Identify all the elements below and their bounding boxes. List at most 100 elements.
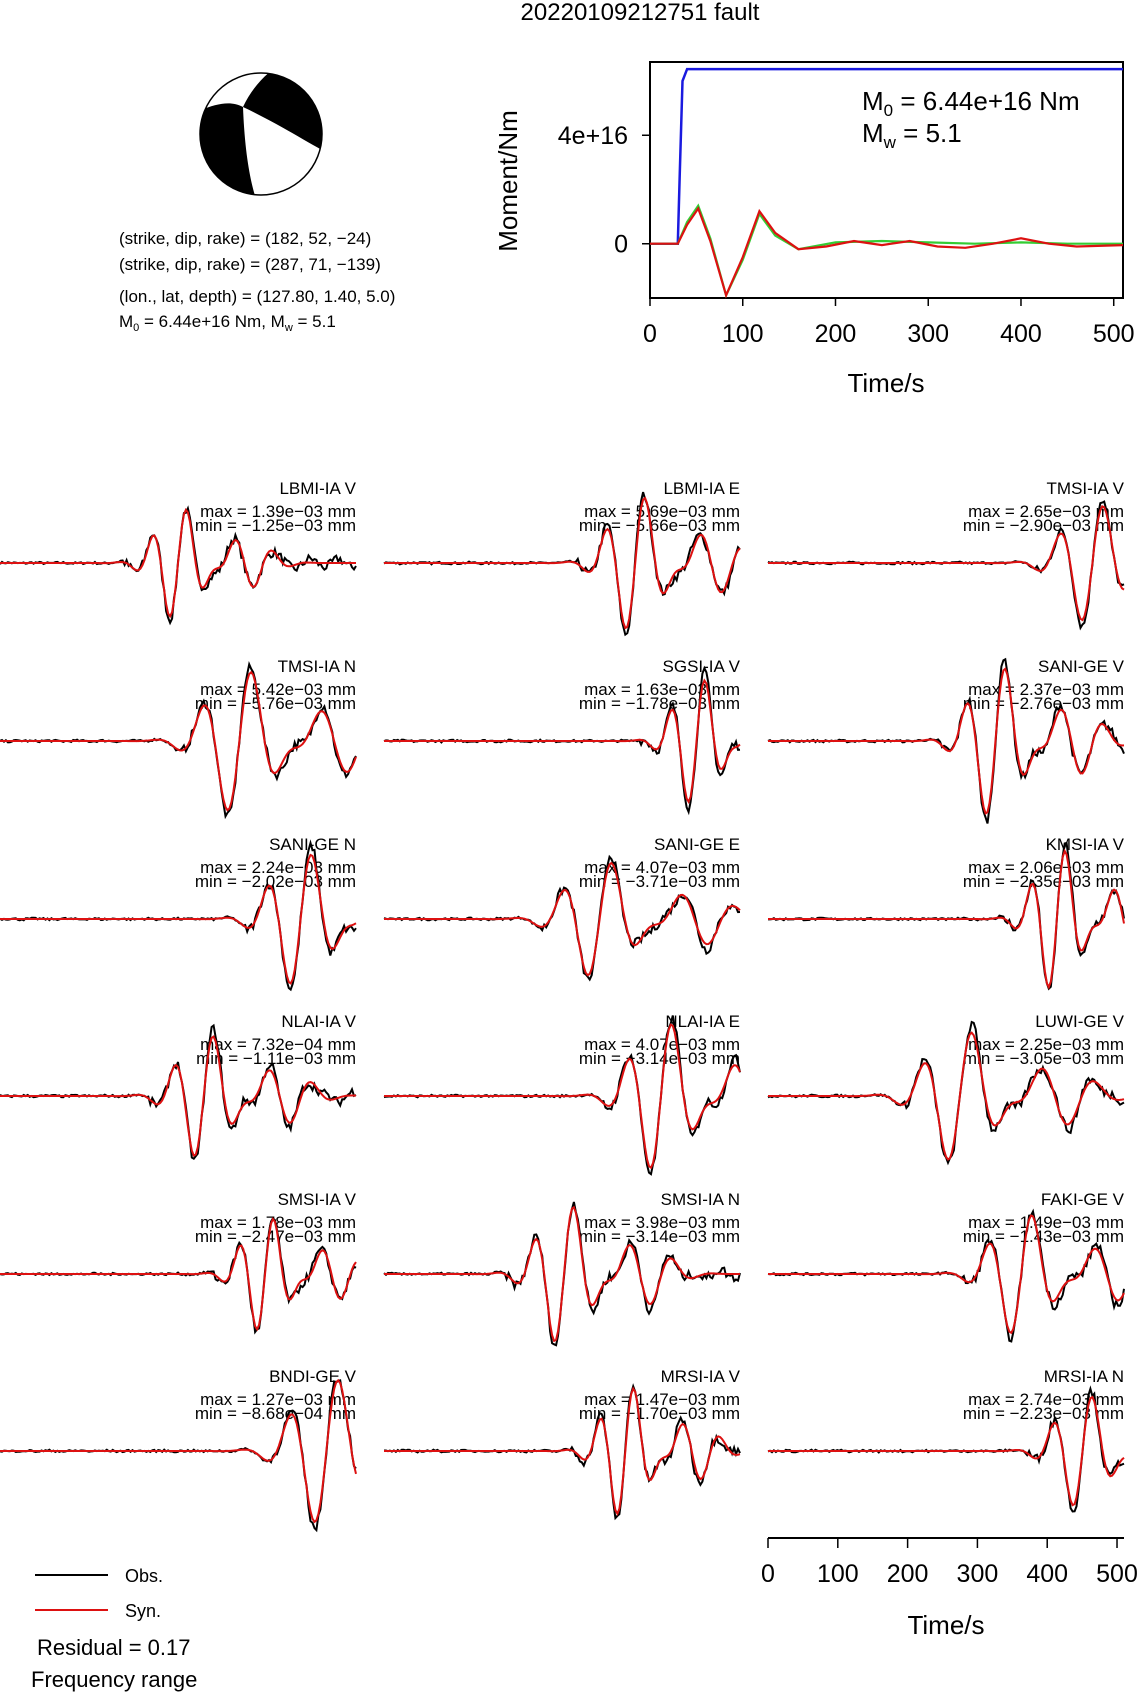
- station-min-amplitude: min = −2.35e−03 mm: [963, 872, 1124, 891]
- station-max-amplitude: max = 2.25e−03 mm: [968, 1035, 1124, 1054]
- synthetic-trace: [0, 1035, 357, 1158]
- synthetic-trace: [0, 670, 357, 812]
- legend-obs-label: Obs.: [125, 1566, 163, 1586]
- station-label: TMSI-IA V: [1047, 479, 1125, 498]
- stf-x-tick-label: 200: [815, 320, 857, 348]
- station-min-amplitude: min = −5.66e−03 mm: [579, 516, 740, 535]
- synthetic-trace: [768, 848, 1125, 990]
- station-max-amplitude: max = 4.07e−03 mm: [584, 858, 740, 877]
- station-max-amplitude: max = 1.27e−03 mm: [200, 1390, 356, 1409]
- location-text: (lon., lat, depth) = (127.80, 1.40, 5.0): [119, 287, 395, 306]
- station-min-amplitude: min = −1.70e−03 mm: [579, 1404, 740, 1423]
- stf-y-tick-label: 0: [614, 231, 628, 259]
- moment-magnitude-text: M0 = 6.44e+16 Nm, Mw = 5.1: [119, 312, 336, 334]
- waveform-x-tick-label: 500: [1096, 1560, 1138, 1588]
- nodal-plane-1-text: (strike, dip, rake) = (182, 52, −24): [119, 229, 371, 248]
- stf-moment-rate-green-line: [650, 203, 1123, 299]
- station-min-amplitude: min = −3.05e−03 mm: [963, 1049, 1124, 1068]
- station-max-amplitude: max = 2.74e−03 mm: [968, 1390, 1124, 1409]
- station-min-amplitude: min = −1.11e−03 mm: [196, 1049, 356, 1068]
- waveform-x-tick-label: 300: [957, 1560, 999, 1588]
- station-label: SANI-GE N: [269, 835, 356, 854]
- station-max-amplitude: max = 7.32e−04 mm: [200, 1035, 356, 1054]
- station-label: SMSI-IA V: [278, 1190, 357, 1209]
- stf-y-tick-label: 4e+16: [558, 122, 628, 150]
- synthetic-trace: [0, 1378, 357, 1524]
- synthetic-trace: [0, 853, 357, 985]
- station-label: NLAI-IA E: [665, 1012, 740, 1031]
- station-label: MRSI-IA N: [1044, 1367, 1124, 1386]
- station-min-amplitude: min = −1.25e−03 mm: [195, 516, 356, 535]
- station-min-amplitude: min = −3.14e−03 mm: [579, 1049, 740, 1068]
- synthetic-trace: [384, 1386, 741, 1517]
- station-label: BNDI-GE V: [269, 1367, 357, 1386]
- station-label: KMSI-IA V: [1046, 835, 1125, 854]
- synthetic-trace: [384, 1023, 741, 1170]
- station-label: SANI-GE V: [1038, 657, 1125, 676]
- station-max-amplitude: max = 5.42e−03 mm: [200, 680, 356, 699]
- station-label: SGSI-IA V: [663, 657, 741, 676]
- figure-title: 20220109212751 fault: [521, 0, 760, 26]
- station-min-amplitude: min = −2.47e−03 mm: [195, 1227, 356, 1246]
- stf-axes: 0 100 200 300 400 500 0 4e+16: [558, 122, 1135, 348]
- station-min-amplitude: min = −1.78e−03 mm: [579, 694, 740, 713]
- station-min-amplitude: min = −1.43e−03 mm: [963, 1227, 1124, 1246]
- station-max-amplitude: max = 1.39e−03 mm: [200, 502, 356, 521]
- stf-x-tick-label: 400: [1000, 320, 1042, 348]
- station-label: FAKI-GE V: [1041, 1190, 1125, 1209]
- waveform-time-axis: 0 100 200 300 400 500: [761, 1537, 1138, 1588]
- stf-x-tick-label: 300: [907, 320, 949, 348]
- station-label: SMSI-IA N: [661, 1190, 740, 1209]
- station-min-amplitude: min = −2.23e−03 mm: [963, 1404, 1124, 1423]
- synthetic-trace: [768, 1214, 1125, 1335]
- station-label: MRSI-IA V: [661, 1367, 741, 1386]
- station-max-amplitude: max = 1.49e−03 mm: [968, 1213, 1124, 1232]
- station-label: TMSI-IA N: [278, 657, 356, 676]
- stf-plot-frame: [649, 61, 1124, 299]
- waveform-x-tick-label: 400: [1026, 1560, 1068, 1588]
- waveform-x-axis-label: Time/s: [907, 1610, 984, 1640]
- station-min-amplitude: min = −8.68e−04 mm: [195, 1404, 356, 1423]
- station-label: SANI-GE E: [654, 835, 740, 854]
- stf-annotation-m0: M0 = 6.44e+16 Nm: [862, 86, 1080, 120]
- station-label: LBMI-IA E: [663, 479, 740, 498]
- synthetic-trace: [0, 507, 356, 619]
- waveform-x-tick-label: 200: [887, 1560, 929, 1588]
- nodal-plane-2-text: (strike, dip, rake) = (287, 71, −139): [119, 255, 381, 274]
- synthetic-trace: [384, 496, 741, 630]
- synthetic-trace: [768, 504, 1125, 622]
- legend-syn-label: Syn.: [125, 1601, 161, 1621]
- station-max-amplitude: max = 4.07e−03 mm: [584, 1035, 740, 1054]
- station-label: LBMI-IA V: [279, 479, 356, 498]
- stf-series-group: [650, 67, 1124, 299]
- station-label: LUWI-GE V: [1035, 1012, 1124, 1031]
- station-min-amplitude: min = −2.02e−03 mm: [195, 872, 356, 891]
- stf-cumulative-moment-line: [650, 67, 1123, 245]
- focal-mechanism-beachball: [199, 72, 323, 196]
- station-max-amplitude: max = 1.47e−03 mm: [584, 1390, 740, 1409]
- synthetic-trace: [384, 861, 741, 977]
- synthetic-trace: [384, 678, 741, 805]
- station-min-amplitude: min = −2.90e−03 mm: [963, 516, 1124, 535]
- station-max-amplitude: max = 5.69e−03 mm: [584, 502, 740, 521]
- synthetic-trace: [384, 1205, 740, 1343]
- synthetic-trace: [768, 667, 1125, 815]
